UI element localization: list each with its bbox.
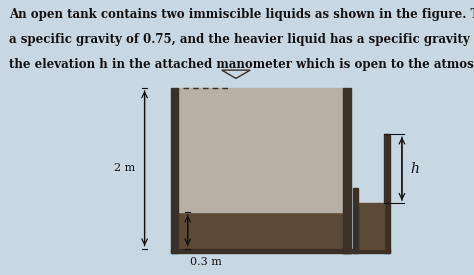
Bar (343, 249, 390, 253)
Text: h: h (410, 162, 419, 176)
Bar (384, 134, 390, 253)
Bar (171, 249, 351, 253)
Text: the elevation h in the attached manometer which is open to the atmosphere.: the elevation h in the attached manomete… (9, 58, 474, 71)
Text: a specific gravity of 0.75, and the heavier liquid has a specific gravity of 2.5: a specific gravity of 0.75, and the heav… (9, 33, 474, 46)
Text: 2 m: 2 m (114, 163, 135, 173)
Bar (358, 203, 384, 249)
Bar (343, 88, 351, 253)
Bar (353, 188, 358, 253)
Text: 0.3 m: 0.3 m (190, 257, 222, 267)
Text: An open tank contains two immiscible liquids as shown in the figure. The lighter: An open tank contains two immiscible liq… (9, 8, 474, 21)
Bar (178, 212, 343, 249)
Bar (171, 88, 178, 253)
Bar (178, 88, 343, 212)
